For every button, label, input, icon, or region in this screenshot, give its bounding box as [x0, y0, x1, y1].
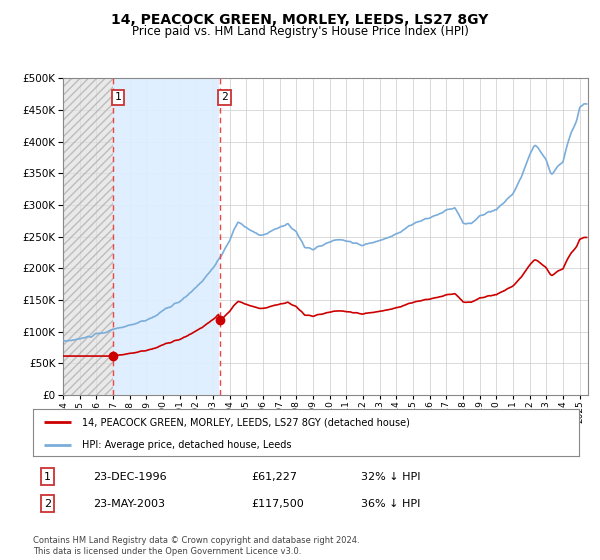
- Text: 36% ↓ HPI: 36% ↓ HPI: [361, 498, 420, 508]
- Text: 2: 2: [44, 498, 51, 508]
- Text: Price paid vs. HM Land Registry's House Price Index (HPI): Price paid vs. HM Land Registry's House …: [131, 25, 469, 38]
- Text: Contains HM Land Registry data © Crown copyright and database right 2024.
This d: Contains HM Land Registry data © Crown c…: [33, 536, 359, 556]
- Text: 2: 2: [221, 92, 228, 102]
- Text: 23-DEC-1996: 23-DEC-1996: [93, 472, 167, 482]
- Text: 1: 1: [44, 472, 51, 482]
- Bar: [63, 78, 113, 395]
- Text: 1: 1: [114, 92, 121, 102]
- Text: 14, PEACOCK GREEN, MORLEY, LEEDS, LS27 8GY: 14, PEACOCK GREEN, MORLEY, LEEDS, LS27 8…: [112, 13, 488, 27]
- Text: 23-MAY-2003: 23-MAY-2003: [93, 498, 165, 508]
- Text: £117,500: £117,500: [251, 498, 304, 508]
- Text: £61,227: £61,227: [251, 472, 298, 482]
- Text: 32% ↓ HPI: 32% ↓ HPI: [361, 472, 420, 482]
- Text: HPI: Average price, detached house, Leeds: HPI: Average price, detached house, Leed…: [82, 440, 292, 450]
- Text: 14, PEACOCK GREEN, MORLEY, LEEDS, LS27 8GY (detached house): 14, PEACOCK GREEN, MORLEY, LEEDS, LS27 8…: [82, 417, 410, 427]
- Bar: [113, 78, 220, 395]
